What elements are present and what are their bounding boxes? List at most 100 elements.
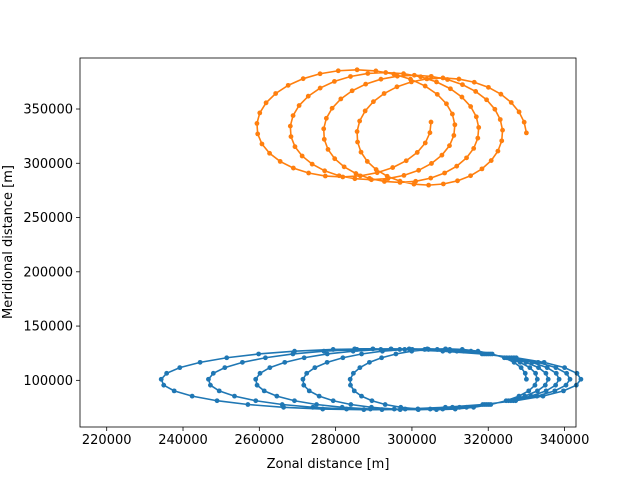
data-point: [479, 351, 485, 357]
data-point: [522, 370, 528, 376]
data-point: [418, 74, 424, 80]
data-point: [457, 404, 462, 410]
data-point: [255, 131, 261, 137]
data-point: [523, 359, 529, 365]
data-point: [349, 88, 355, 94]
data-point: [197, 359, 203, 365]
data-point: [408, 76, 413, 82]
data-point: [543, 370, 549, 376]
data-point: [479, 166, 485, 172]
series-1: [254, 67, 529, 188]
data-point: [369, 177, 374, 183]
data-point: [403, 158, 409, 164]
data-point: [428, 119, 434, 125]
data-point: [427, 406, 433, 412]
data-point: [391, 406, 397, 412]
data-point: [422, 140, 428, 146]
data-point: [402, 347, 408, 352]
data-point: [513, 398, 519, 404]
data-point: [285, 82, 291, 88]
data-point: [428, 175, 434, 181]
data-point: [367, 359, 372, 365]
series-0: [158, 346, 584, 413]
data-point: [379, 355, 385, 361]
data-point: [263, 355, 268, 361]
y-tick-label: 150000: [23, 320, 73, 335]
data-point: [216, 388, 222, 394]
data-point: [526, 388, 532, 394]
data-point: [263, 100, 269, 106]
data-point: [332, 156, 338, 162]
data-point: [454, 163, 460, 169]
data-point: [254, 120, 260, 126]
data-point: [341, 164, 347, 170]
plot-area: [80, 58, 576, 427]
data-point: [445, 77, 450, 82]
data-point: [488, 158, 494, 163]
data-point: [413, 178, 419, 184]
data-point: [367, 406, 373, 412]
data-point: [206, 376, 211, 382]
data-point: [354, 67, 360, 73]
data-point: [355, 139, 360, 145]
data-point: [257, 110, 263, 116]
data-point: [562, 365, 567, 371]
data-point: [447, 348, 453, 354]
data-point: [545, 376, 551, 382]
data-point: [348, 382, 353, 388]
data-point: [306, 170, 312, 176]
data-point: [390, 165, 396, 170]
data-point: [330, 398, 336, 404]
data-point: [401, 71, 406, 77]
data-point: [224, 355, 230, 361]
data-point: [385, 176, 391, 181]
data-point: [354, 129, 360, 134]
y-axis-label: Meridional distance [m]: [1, 165, 16, 319]
x-axis-label: Zonal distance [m]: [267, 457, 390, 472]
data-point: [336, 173, 342, 179]
data-point: [161, 382, 167, 388]
data-point: [524, 130, 529, 136]
data-point: [379, 407, 385, 413]
data-point: [391, 71, 397, 77]
data-point: [534, 376, 540, 382]
data-point: [320, 406, 326, 412]
data-point: [306, 388, 312, 394]
data-point: [370, 346, 376, 352]
data-point: [353, 171, 359, 176]
data-point: [455, 178, 460, 184]
data-point: [468, 348, 474, 354]
data-point: [527, 365, 533, 371]
data-point: [544, 365, 550, 371]
data-point: [267, 150, 272, 156]
data-point: [339, 404, 345, 410]
data-point: [210, 370, 216, 376]
data-point: [277, 159, 283, 164]
data-point: [321, 348, 327, 354]
data-point: [397, 347, 403, 352]
data-point: [267, 365, 273, 371]
data-point: [409, 347, 415, 352]
data-point: [259, 141, 265, 147]
data-point: [301, 355, 307, 361]
data-point: [282, 359, 288, 365]
data-point: [261, 388, 267, 394]
data-point: [440, 348, 446, 354]
data-point: [498, 91, 504, 97]
data-point: [442, 170, 448, 176]
data-point: [454, 348, 460, 354]
data-point: [574, 370, 580, 376]
data-point: [486, 84, 491, 90]
data-point: [464, 404, 469, 410]
data-point: [499, 138, 505, 144]
data-point: [245, 402, 251, 407]
data-point: [394, 84, 400, 90]
data-point: [332, 79, 337, 84]
data-point: [324, 359, 330, 365]
data-point: [471, 145, 477, 151]
data-point: [359, 351, 364, 357]
data-point: [536, 365, 541, 371]
data-point: [365, 71, 371, 76]
